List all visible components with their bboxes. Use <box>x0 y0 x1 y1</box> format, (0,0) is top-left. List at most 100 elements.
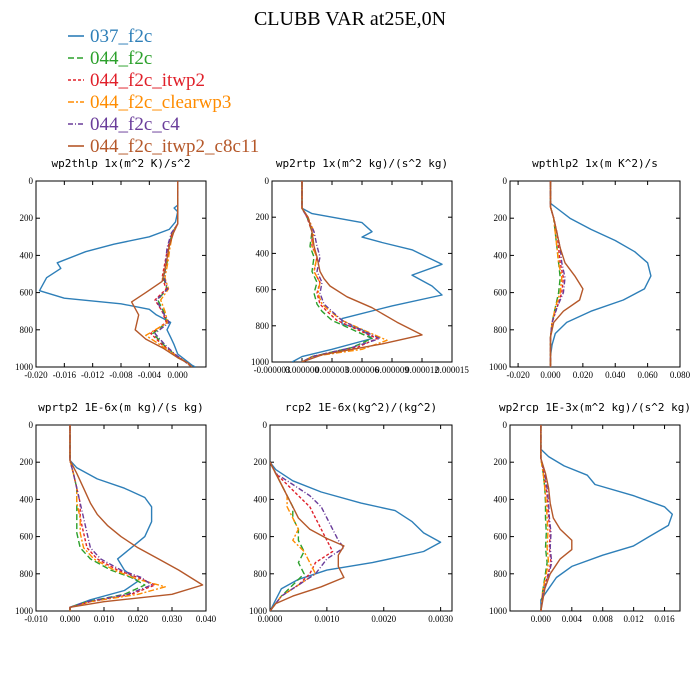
plot-frame <box>35 180 207 368</box>
chart-panel: wp2rtp 1x(m^2 kg)/(s^2 kg) 0 200 400 600 800 1… <box>251 157 469 375</box>
series-line <box>69 425 153 611</box>
y-tick-label: 200 <box>20 213 34 223</box>
legend-label: 044_f2c_clearwp3 <box>90 92 231 113</box>
x-tick-label: 0.016 <box>654 614 675 624</box>
y-tick-label: 200 <box>20 457 34 467</box>
x-tick-label: 0.000012 <box>405 365 439 375</box>
plot-frame <box>271 180 453 363</box>
series-line <box>270 461 442 611</box>
series-line <box>69 425 156 611</box>
legend-label: 037_f2c <box>90 26 152 47</box>
y-tick-label: 800 <box>494 325 508 335</box>
x-tick-label: 0.0010 <box>315 614 340 624</box>
y-tick-label: 1000 <box>249 606 268 616</box>
series-line <box>540 425 573 611</box>
x-tick-label: -0.000003 <box>254 365 291 375</box>
y-tick-label: 1000 <box>489 606 508 616</box>
series-line <box>270 461 345 611</box>
x-tick-label: 0.020 <box>128 614 149 624</box>
y-tick-label: 400 <box>494 250 508 260</box>
y-tick-label: 600 <box>494 532 508 542</box>
x-tick-label: 0.000 <box>168 370 189 380</box>
chart-panel: wprtp2 1E-6x(m kg)/(s kg) 0 200 400 600 800 10… <box>15 401 217 624</box>
chart-panel: rcp2 1E-6x(kg^2)/(kg^2) 0 200 400 600 800 1000… <box>249 401 454 624</box>
y-tick-label: 600 <box>20 532 34 542</box>
x-tick-label: 0.060 <box>637 370 658 380</box>
series-line <box>540 425 673 611</box>
series-line <box>540 425 553 611</box>
panel-title: wprtp2 1E-6x(m kg)/(s kg) <box>38 401 204 414</box>
series-line <box>301 181 378 362</box>
panel-title: rcp2 1E-6x(kg^2)/(kg^2) <box>285 401 437 414</box>
legend-label: 044_f2c_itwp2 <box>90 70 205 91</box>
legend-entry: 044_f2c_itwp2_c8c11 <box>68 136 259 157</box>
y-tick-label: 1000 <box>15 606 34 616</box>
legend-label: 044_f2c_c4 <box>90 114 180 135</box>
series-line <box>154 181 193 367</box>
panel-title: wp2thlp 1x(m^2 K)/s^2 <box>51 157 190 170</box>
series-line <box>69 425 153 611</box>
x-tick-label: -0.008 <box>109 370 133 380</box>
legend-entry: 037_f2c <box>68 26 152 47</box>
series-line <box>69 425 146 611</box>
figure-title: CLUBB VAR at25E,0N <box>254 8 446 30</box>
series-line <box>301 181 423 362</box>
x-tick-label: 0.000 <box>60 614 81 624</box>
x-tick-label: 0.000015 <box>435 365 469 375</box>
legend-entry: 044_f2c_itwp2 <box>68 70 205 91</box>
x-tick-label: 0.010 <box>94 614 115 624</box>
chart-panel: wpthlp2 1x(m K^2)/s 0 200 400 600 800 1000-0.0… <box>489 157 691 380</box>
legend-entry: 044_f2c <box>68 48 152 69</box>
legend-entry: 044_f2c_clearwp3 <box>68 92 231 113</box>
x-tick-label: 0.000 <box>540 370 561 380</box>
series-group <box>38 181 196 367</box>
series-group <box>291 181 443 362</box>
plot-frame <box>509 424 681 612</box>
y-tick-label: 0 <box>29 176 34 186</box>
x-tick-label: 0.020 <box>573 370 594 380</box>
legend-label: 044_f2c <box>90 48 152 69</box>
x-tick-label: 0.000009 <box>375 365 409 375</box>
x-tick-label: 0.000000 <box>285 365 319 375</box>
series-group <box>69 425 204 611</box>
y-tick-label: 600 <box>494 288 508 298</box>
series-line <box>540 425 550 611</box>
y-tick-label: 1000 <box>251 357 270 367</box>
chart-panel: wp2thlp 1x(m^2 K)/s^202004006008001000-0… <box>15 157 207 380</box>
x-tick-label: 0.012 <box>624 614 644 624</box>
series-line <box>549 181 566 367</box>
x-tick-label: 0.008 <box>593 614 614 624</box>
y-tick-label: 400 <box>254 494 268 504</box>
y-tick-label: 200 <box>494 213 508 223</box>
y-tick-label: 400 <box>20 250 34 260</box>
y-tick-label: 800 <box>494 569 508 579</box>
panel-title: wp2rcp 1E-3x(m^2 kg)/(s^2 kg) <box>499 401 691 414</box>
plot-frame <box>269 424 453 612</box>
chart-panel: wp2rcp 1E-3x(m^2 kg)/(s^2 kg) 0 200 400 600 8… <box>489 401 691 624</box>
x-tick-label: 0.000003 <box>315 365 349 375</box>
x-tick-label: -0.020 <box>24 370 48 380</box>
x-tick-label: 0.000 <box>531 614 552 624</box>
plot-frame <box>509 180 681 368</box>
series-line <box>301 181 373 362</box>
x-tick-label: 0.0030 <box>428 614 453 624</box>
y-tick-label: 200 <box>256 212 270 222</box>
y-tick-label: 800 <box>256 321 270 331</box>
y-tick-label: 800 <box>254 569 268 579</box>
series-line <box>540 425 552 611</box>
series-line <box>38 181 196 367</box>
x-tick-label: 0.040 <box>196 614 217 624</box>
y-tick-label: 600 <box>256 285 270 295</box>
y-tick-label: 0 <box>503 420 508 430</box>
y-tick-label: 600 <box>20 288 34 298</box>
x-tick-label: 0.040 <box>605 370 626 380</box>
legend: 037_f2c044_f2c044_f2c_itwp2044_f2c_clear… <box>68 26 259 157</box>
y-tick-label: 0 <box>265 176 270 186</box>
series-group <box>270 461 442 611</box>
x-tick-label: 0.080 <box>670 370 691 380</box>
series-line <box>145 181 193 367</box>
series-line <box>152 181 193 367</box>
series-line <box>301 181 388 362</box>
panels: wp2thlp 1x(m^2 K)/s^202004006008001000-0… <box>15 157 691 624</box>
